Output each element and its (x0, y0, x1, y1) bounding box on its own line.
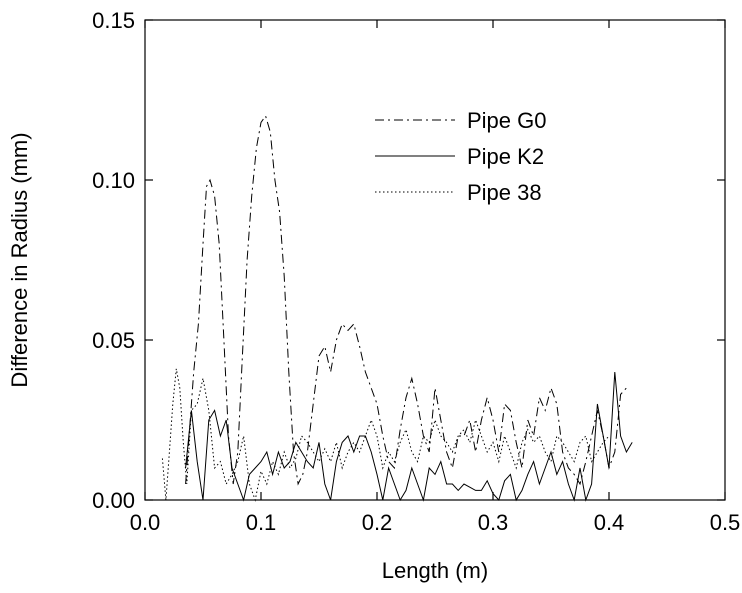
y-tick-label: 0.10 (92, 168, 135, 193)
x-tick-label: 0.0 (130, 510, 161, 535)
plot-frame (144, 19, 726, 501)
legend: Pipe G0 Pipe K2 Pipe 38 (375, 108, 547, 205)
x-tick-label: 0.3 (478, 510, 509, 535)
legend-label-3: Pipe 38 (467, 180, 542, 205)
x-tick-label: 0.1 (246, 510, 277, 535)
y-tick-label: 0.15 (92, 8, 135, 33)
y-tick-label: 0.05 (92, 328, 135, 353)
y-tick-label: 0.00 (92, 488, 135, 513)
series-line-2 (185, 371, 633, 502)
series-line-1 (185, 114, 627, 486)
axis-ticks: 0.0 0.1 0.2 0.3 0.4 0.5 0.00 0.05 0.10 0.15 (92, 8, 740, 535)
y-axis-title: Difference in Radius (mm) (7, 132, 32, 387)
x-tick-label: 0.5 (710, 510, 741, 535)
legend-label-2: Pipe K2 (467, 144, 544, 169)
series-line-3 (161, 368, 610, 502)
x-tick-label: 0.2 (362, 510, 393, 535)
legend-label-1: Pipe G0 (467, 108, 547, 133)
plot-area (161, 114, 633, 502)
x-axis-title: Length (m) (382, 558, 488, 583)
x-tick-label: 0.4 (594, 510, 625, 535)
